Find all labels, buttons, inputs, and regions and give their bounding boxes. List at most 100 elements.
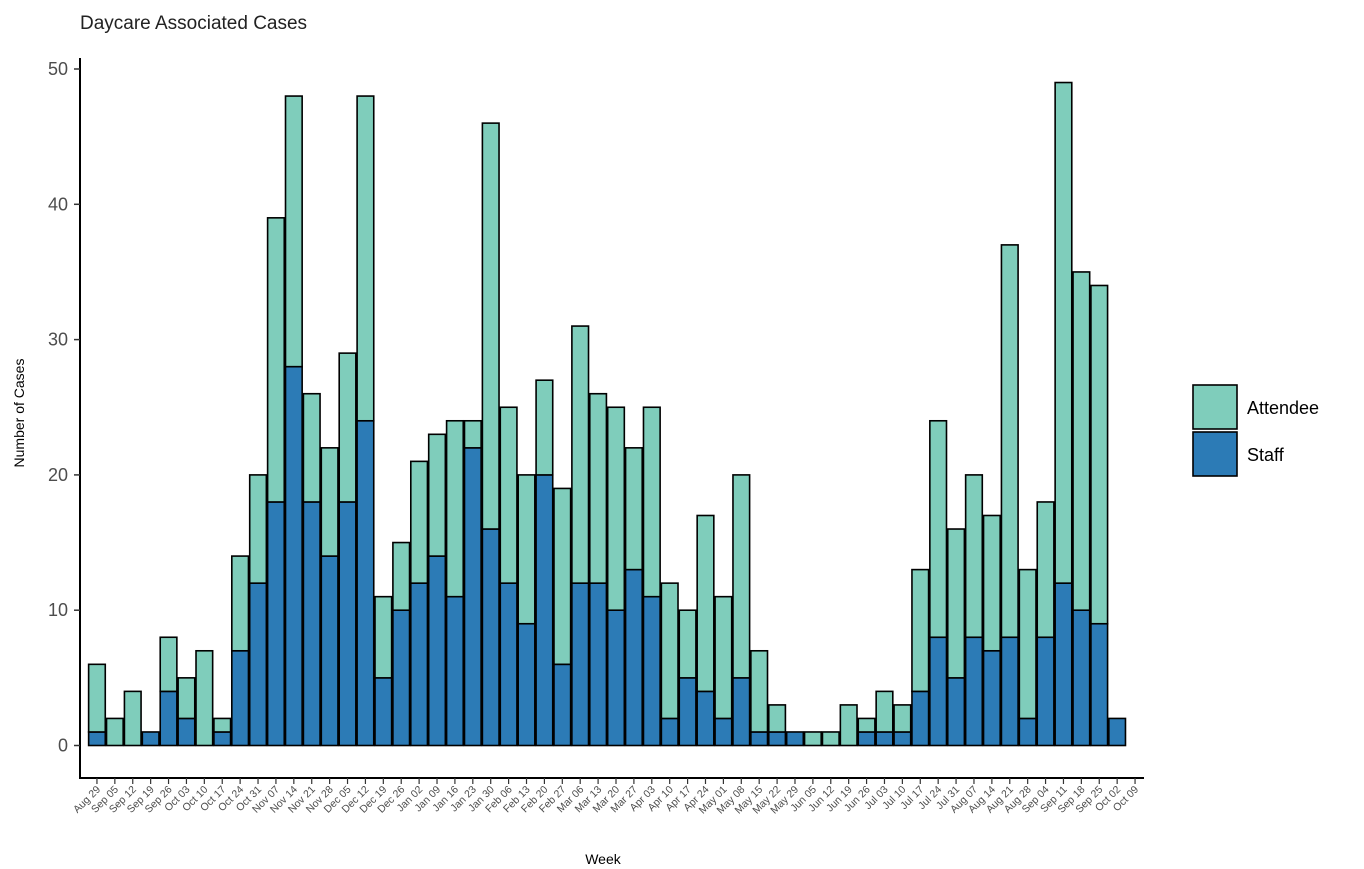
bar-attendee [481, 122, 500, 530]
bar-attendee [750, 649, 769, 733]
bar-staff [571, 582, 590, 747]
bar-staff [159, 690, 178, 747]
bar-attendee [195, 649, 214, 747]
bar-attendee [517, 474, 536, 625]
bar-attendee [1018, 568, 1037, 720]
bar-staff [535, 474, 554, 747]
bar-staff [982, 649, 1001, 747]
y-tick-label: 40 [48, 194, 68, 214]
bar-staff [750, 731, 769, 747]
y-axis-title: Number of Cases [11, 359, 27, 468]
bar-attendee [409, 460, 429, 584]
bar-attendee [696, 514, 715, 693]
bar-staff [606, 609, 626, 747]
bar-staff [445, 595, 465, 747]
bar-attendee [320, 447, 339, 557]
bar-attendee [964, 474, 984, 639]
bar-staff [481, 528, 500, 747]
bar-attendee [982, 514, 1001, 652]
chart-title: Daycare Associated Cases [80, 13, 307, 34]
bar-staff [1054, 582, 1073, 747]
bar-attendee [427, 433, 447, 557]
bar-staff [374, 677, 393, 747]
legend-label-staff: Staff [1247, 445, 1285, 465]
bar-attendee [213, 717, 232, 733]
bar-attendee [302, 392, 321, 503]
y-tick-label: 20 [48, 465, 68, 485]
bar-attendee [123, 690, 142, 747]
bar-staff [338, 501, 357, 747]
bar-attendee [231, 555, 250, 652]
bar-staff [624, 568, 644, 747]
bar-staff [409, 582, 429, 747]
bar-staff [857, 731, 876, 747]
bar-attendee [571, 325, 590, 584]
y-axis: 0 10 20 30 40 50 [48, 58, 81, 778]
bar-staff [177, 717, 196, 747]
bar-staff [1072, 609, 1091, 747]
bar-staff [785, 731, 805, 747]
bar-attendee [875, 690, 894, 733]
bar-attendee [553, 487, 572, 666]
bar-staff [678, 677, 697, 747]
bar-attendee [678, 609, 697, 679]
bar-attendee [929, 419, 948, 639]
bar-attendee [911, 568, 930, 693]
bar-attendee [463, 419, 482, 449]
bar-staff [517, 622, 536, 747]
bar-staff [714, 717, 733, 747]
bar-attendee [356, 95, 375, 422]
bar-attendee [642, 406, 661, 598]
legend-swatch-staff [1192, 431, 1238, 477]
bar-attendee [714, 595, 733, 720]
bar-staff [911, 690, 930, 747]
bar-staff [767, 731, 787, 747]
bar-staff [964, 636, 984, 747]
bar-attendee [1000, 244, 1019, 639]
bar-attendee [248, 474, 268, 584]
bar-staff [499, 582, 518, 747]
bar-staff [87, 731, 107, 747]
bar-attendee [105, 717, 124, 747]
bar-staff [875, 731, 894, 747]
bar-staff [320, 555, 339, 747]
bar-staff [660, 717, 679, 747]
bar-attendee [266, 217, 286, 503]
bar-staff [266, 501, 286, 747]
bar-staff [392, 609, 411, 747]
bar-staff [732, 677, 751, 747]
legend-label-attendee: Attendee [1247, 398, 1319, 418]
bar-attendee [374, 595, 393, 679]
legend: Attendee Staff [1192, 384, 1319, 477]
bar-staff [929, 636, 948, 747]
bar-attendee [177, 677, 196, 720]
bar-staff [248, 582, 268, 747]
bar-attendee [499, 406, 518, 584]
bar-attendee [338, 352, 357, 503]
bar-attendee [1036, 501, 1055, 639]
x-axis-title: Week [585, 851, 622, 867]
bar-staff [463, 447, 482, 747]
bar-staff [642, 595, 661, 747]
bar-attendee [624, 447, 644, 571]
bar-attendee [1072, 271, 1091, 612]
bar-attendee [159, 636, 178, 693]
bar-attendee [767, 704, 787, 733]
bars [87, 81, 1127, 747]
bar-staff [1018, 717, 1037, 747]
bar-staff [302, 501, 321, 747]
bar-attendee [535, 379, 554, 476]
bar-attendee [893, 704, 912, 733]
bar-staff [213, 731, 232, 747]
bar-staff [284, 365, 303, 747]
bar-attendee [392, 541, 411, 611]
bar-staff [946, 677, 966, 747]
bar-staff [696, 690, 715, 747]
bar-staff [231, 649, 250, 747]
bar-staff [553, 663, 572, 747]
bar-staff [427, 555, 447, 747]
y-tick-label: 10 [48, 600, 68, 620]
bar-staff [141, 731, 160, 747]
